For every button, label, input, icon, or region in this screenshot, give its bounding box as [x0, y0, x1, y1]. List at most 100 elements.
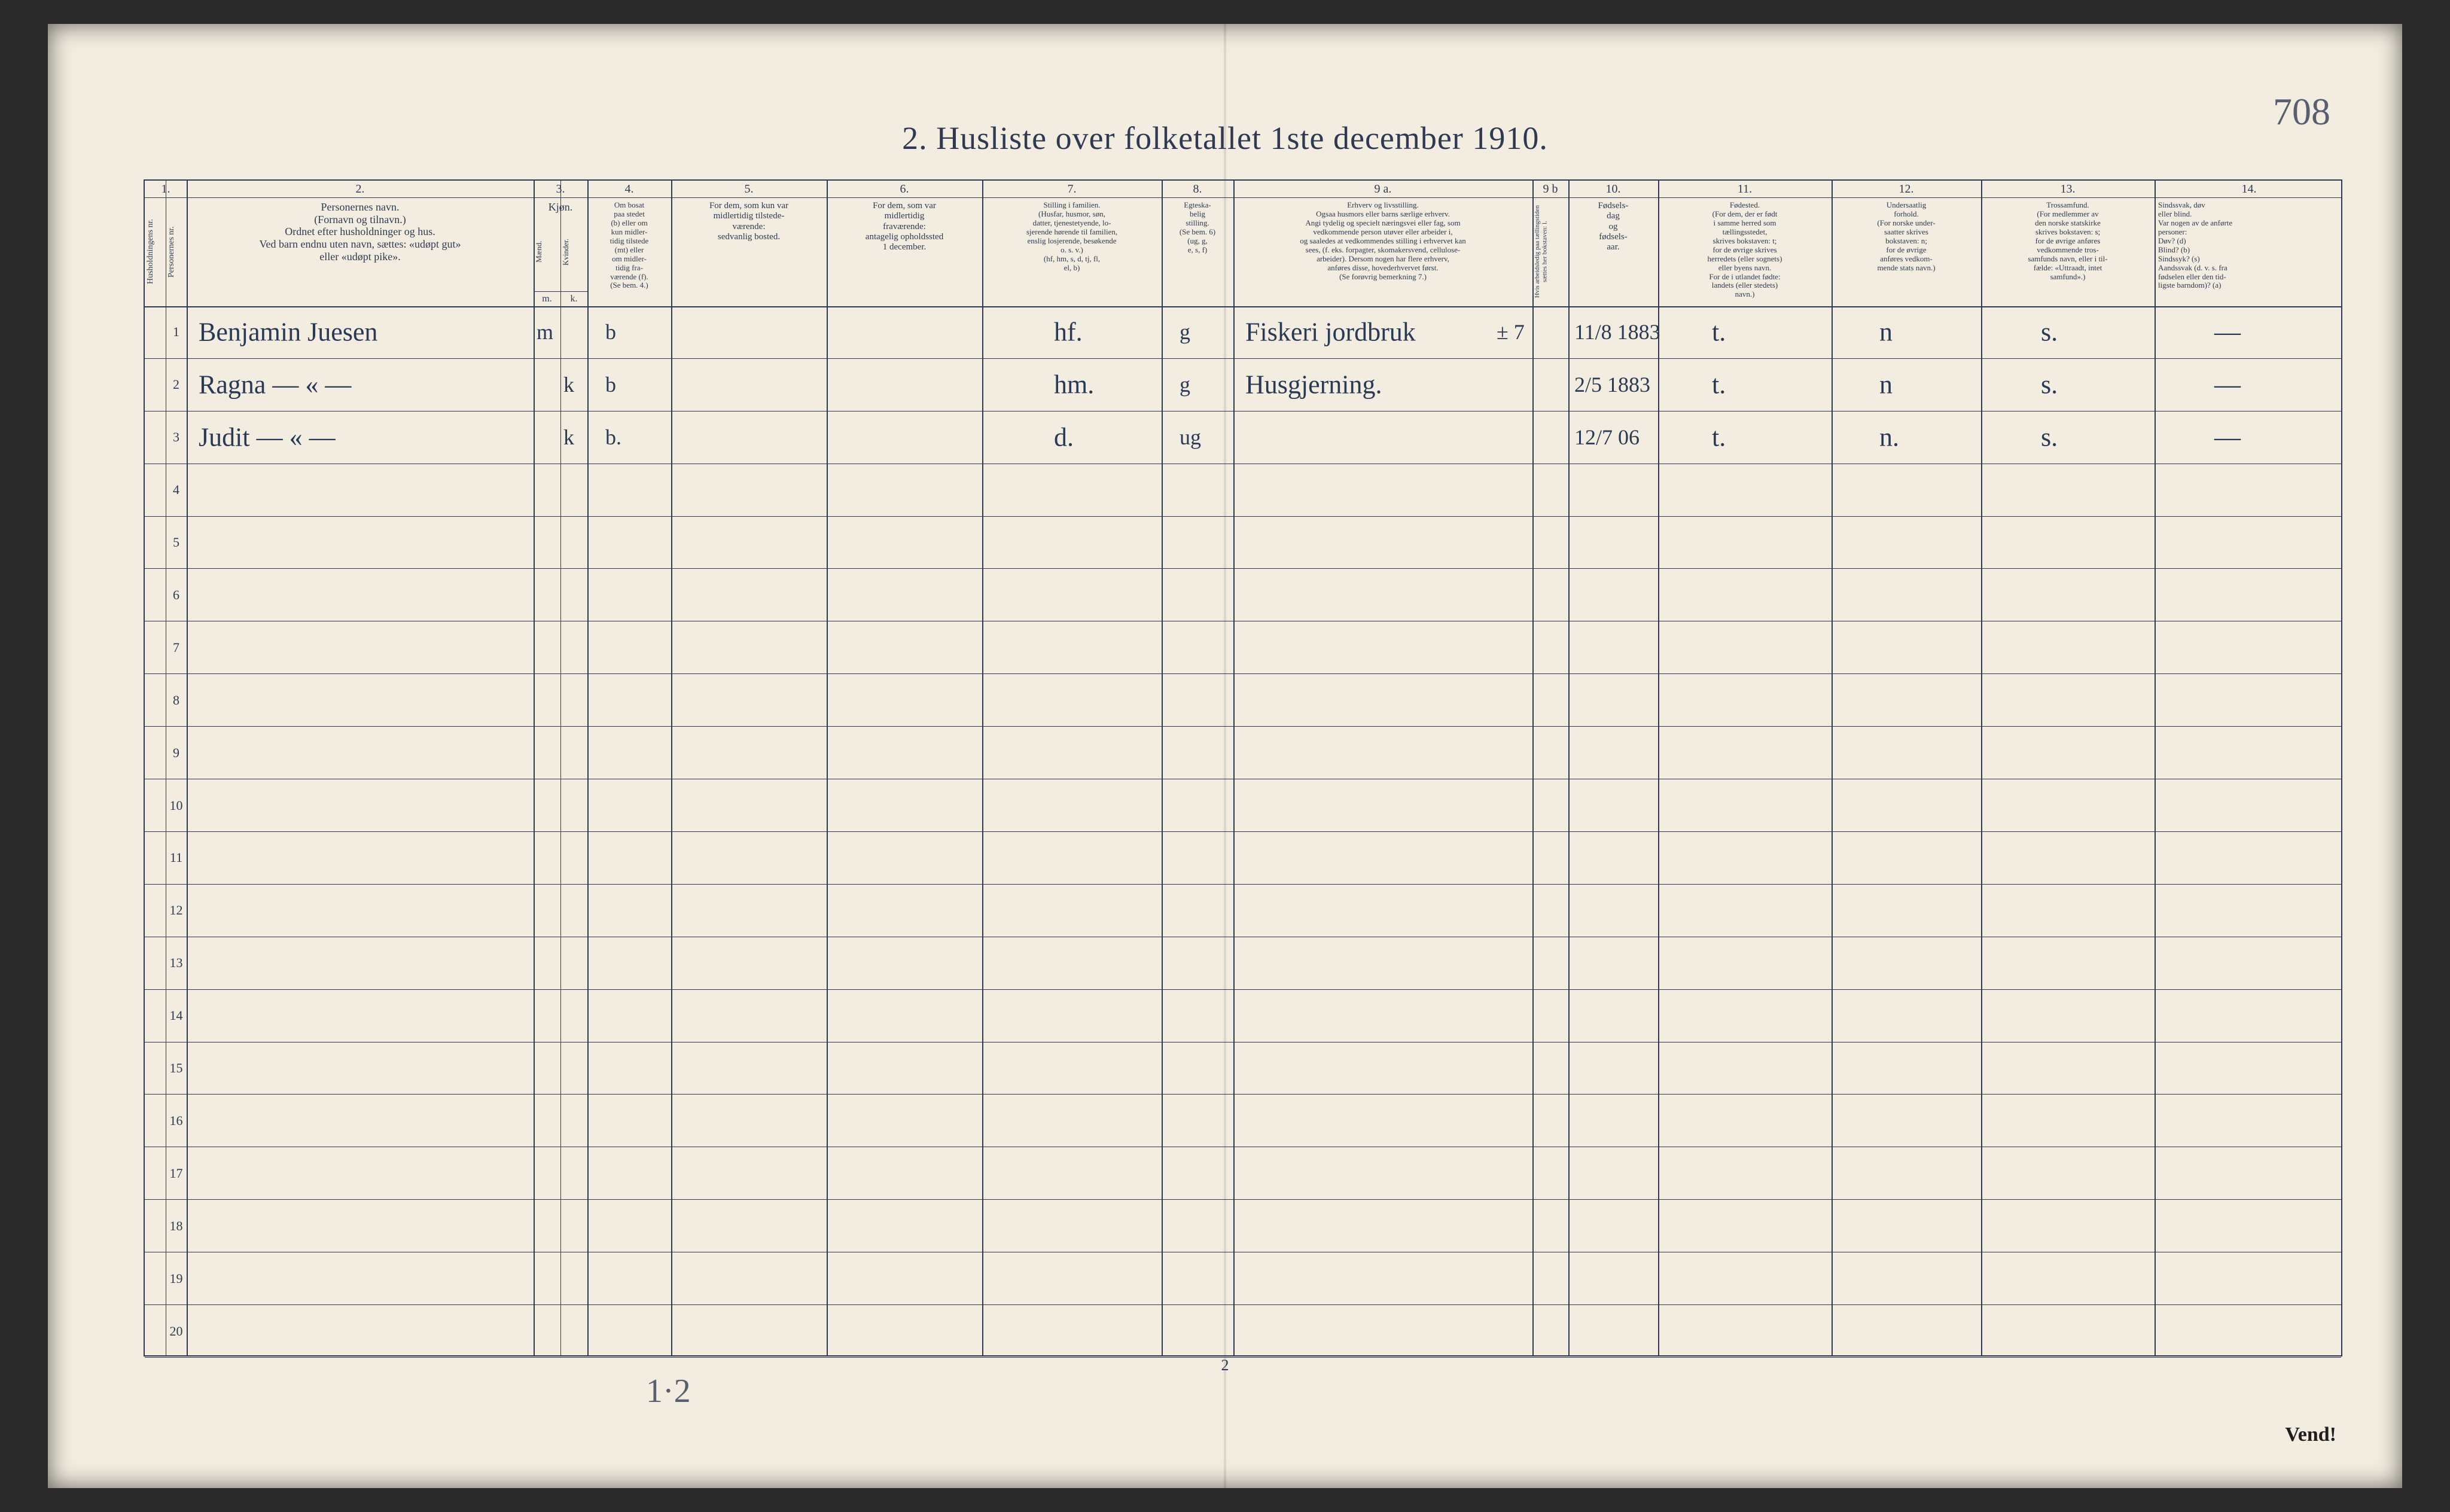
row-number: 5	[166, 517, 187, 569]
table-row: 1Benjamin Juesenmbhf.gFiskeri jordbruk± …	[145, 306, 2341, 359]
cell-tros: s.	[2041, 422, 2113, 453]
row-number: 19	[166, 1252, 187, 1304]
cell-fsted: t.	[1712, 422, 1784, 453]
hn-1: 1.	[145, 181, 187, 197]
table-row: 20	[145, 1305, 2341, 1358]
row-number: 20	[166, 1305, 187, 1357]
table-row: 2Ragna — « —kbhm.gHusgjerning.2/5 1883t.…	[145, 359, 2341, 411]
cell-name: Benjamin Juesen	[199, 317, 534, 347]
hdr-3-m: m.	[534, 292, 560, 306]
page-number-bottom: 2	[1221, 1356, 1229, 1374]
table-row: 8	[145, 674, 2341, 727]
vend-label: Vend!	[2285, 1423, 2336, 1446]
cell-bosat: b	[605, 319, 677, 345]
cell-sind: —	[2214, 317, 2286, 347]
row-number: 7	[166, 621, 187, 673]
table-row: 19	[145, 1252, 2341, 1305]
header-body: Husholdningens nr. Personernes nr. Perso…	[145, 197, 2341, 307]
hdr-3-kvinder: Kvinder.	[560, 212, 587, 292]
table-row: 7	[145, 621, 2341, 674]
pencil-annotation: 1·2	[646, 1372, 691, 1410]
cell-fsted: t.	[1712, 317, 1784, 347]
row-number: 13	[166, 937, 187, 989]
cell-name: Ragna — « —	[199, 370, 534, 400]
hdr-3-mk: m. k.	[534, 291, 587, 306]
cell-fdato: 2/5 1883	[1574, 372, 1658, 397]
hn-14: 14.	[2155, 181, 2344, 197]
row-number: 10	[166, 779, 187, 831]
hdr-7: Stilling i familien. (Husfar, husmor, sø…	[982, 197, 1162, 306]
cell-fsted: t.	[1712, 370, 1784, 400]
table-row: 14	[145, 990, 2341, 1042]
hdr-8: Egteska- belig stilling. (Se bem. 6) (ug…	[1162, 197, 1233, 306]
cell-sind: —	[2214, 370, 2286, 400]
row-number: 4	[166, 464, 187, 516]
cell-erhverv-note: ± 7	[1497, 319, 1532, 345]
row-number: 2	[166, 359, 187, 411]
hn-9b: 9 b	[1532, 181, 1568, 197]
hn-6: 6.	[827, 181, 982, 197]
cell-sind: —	[2214, 422, 2286, 453]
cell-under: n	[1879, 317, 1951, 347]
row-number: 3	[166, 411, 187, 464]
row-number: 9	[166, 727, 187, 779]
table-row: 6	[145, 569, 2341, 622]
table-row: 17	[145, 1147, 2341, 1200]
table-row: 15	[145, 1042, 2341, 1095]
hdr-3-maend: Mænd.	[534, 212, 560, 292]
table-row: 9	[145, 727, 2341, 779]
cell-stilling: d.	[1054, 422, 1162, 453]
table-row: 11	[145, 832, 2341, 885]
table-row: 16	[145, 1095, 2341, 1148]
hn-13: 13.	[1981, 181, 2155, 197]
table-row: 12	[145, 885, 2341, 937]
cell-fdato: 11/8 1883	[1574, 319, 1658, 345]
row-number: 14	[166, 990, 187, 1042]
cell-sex: k	[563, 372, 587, 397]
hn-9a: 9 a.	[1233, 181, 1532, 197]
table-row: 5	[145, 517, 2341, 569]
hn-5: 5.	[671, 181, 827, 197]
hdr-4: Om bosat paa stedet (b) eller om kun mid…	[587, 197, 671, 306]
table-row: 3Judit — « —kb.d.ug12/7 06t.n.s.—	[145, 411, 2341, 464]
row-number: 11	[166, 832, 187, 884]
cell-sex: m	[537, 319, 560, 345]
hdr-2: Personernes navn. (Fornavn og tilnavn.) …	[187, 197, 534, 306]
hn-12: 12.	[1832, 181, 1981, 197]
hdr-3-k: k.	[560, 292, 587, 306]
table-row: 4	[145, 464, 2341, 517]
cell-stilling: hf.	[1054, 317, 1162, 347]
hn-4: 4.	[587, 181, 671, 197]
cell-tros: s.	[2041, 317, 2113, 347]
hdr-10: Fødsels- dag og fødsels- aar.	[1568, 197, 1658, 306]
hdr-11: Fødested. (For dem, der er født i samme …	[1658, 197, 1832, 306]
data-rows: 1Benjamin Juesenmbhf.gFiskeri jordbruk± …	[145, 306, 2341, 1355]
hdr-6: For dem, som var midlertidig fraværende:…	[827, 197, 982, 306]
cell-egte: g	[1180, 319, 1233, 345]
row-number: 17	[166, 1147, 187, 1199]
table-row: 18	[145, 1200, 2341, 1252]
cell-fdato: 12/7 06	[1574, 425, 1658, 450]
cell-egte: g	[1180, 372, 1233, 397]
cell-bosat: b	[605, 372, 677, 397]
row-number: 12	[166, 885, 187, 937]
row-number: 8	[166, 674, 187, 726]
table-row: 13	[145, 937, 2341, 990]
hdr-3: Kjøn. m. k. Mænd. Kvinder.	[534, 197, 587, 306]
row-number: 15	[166, 1042, 187, 1095]
cell-stilling: hm.	[1054, 370, 1162, 400]
hdr-9a: Erhverv og livsstilling. Ogsaa husmors e…	[1233, 197, 1532, 306]
census-page: 708 2. Husliste over folketallet 1ste de…	[48, 24, 2402, 1488]
cell-erhverv: Fiskeri jordbruk	[1245, 317, 1532, 347]
cell-tros: s.	[2041, 370, 2113, 400]
hn-7: 7.	[982, 181, 1162, 197]
cell-under: n.	[1879, 422, 1951, 453]
cell-egte: ug	[1180, 425, 1233, 450]
hn-2: 2.	[187, 181, 534, 197]
hdr-1a: Husholdningens nr.	[145, 197, 166, 306]
row-number: 18	[166, 1200, 187, 1252]
hn-3: 3.	[534, 181, 587, 197]
census-table: 1. 2. 3. 4. 5. 6. 7. 8. 9 a. 9 b 10. 11.…	[144, 179, 2342, 1356]
form-title: 2. Husliste over folketallet 1ste decemb…	[48, 120, 2402, 157]
hdr-12: Undersaatlig forhold. (For norske under-…	[1832, 197, 1981, 306]
